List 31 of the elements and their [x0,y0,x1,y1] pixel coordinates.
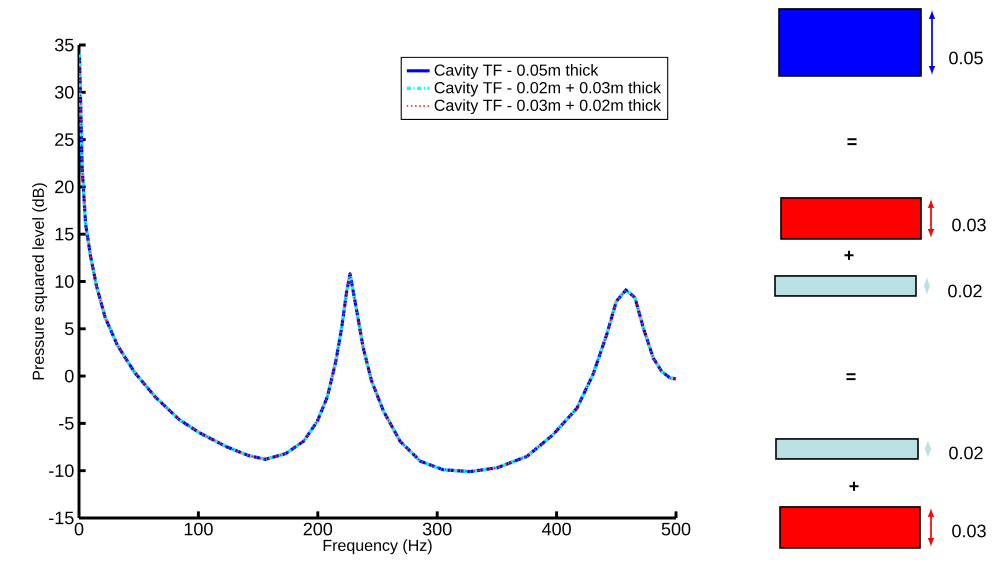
text: 0.03 [952,218,986,232]
text: 0.05 [949,52,983,64]
x-tick-label: 200 [304,522,332,536]
legend-label: Cavity TF - 0.02m + 0.03m thick [434,82,662,97]
y-tick-label: 25 [55,133,74,146]
x-tick-label: 100 [184,522,213,536]
x-axis-title: Frequency (Hz) [324,539,432,554]
text: = [848,138,857,146]
x-tick-label: 0 [74,522,84,536]
text: + [844,250,854,260]
y-tick-label: 0 [64,370,74,382]
text: = [846,373,856,380]
text: + [850,482,859,491]
y-axis-title: Pressure squared level (dB) [32,183,48,380]
text: 0.02 [948,284,982,298]
x-tick-label: 300 [422,522,452,536]
y-tick-label: 10 [56,275,74,288]
x-tick-label: 400 [542,522,571,536]
text: 0.02 [949,446,983,460]
y-tick-label: 35 [54,38,74,52]
legend-label: Cavity TF - 0.03m + 0.02m thick [434,99,662,114]
y-tick-label: 15 [56,228,74,240]
legend-label: Cavity TF - 0.05m thick [434,64,598,79]
x-tick-label: 500 [662,522,690,536]
y-tick-label: 30 [54,86,74,99]
y-tick-label: -10 [49,464,74,478]
y-tick-label: -5 [59,417,74,430]
y-tick-label: -15 [49,512,74,524]
text: 0.03 [952,524,986,538]
y-tick-label: 5 [64,322,74,336]
y-tick-label: 20 [55,180,74,194]
